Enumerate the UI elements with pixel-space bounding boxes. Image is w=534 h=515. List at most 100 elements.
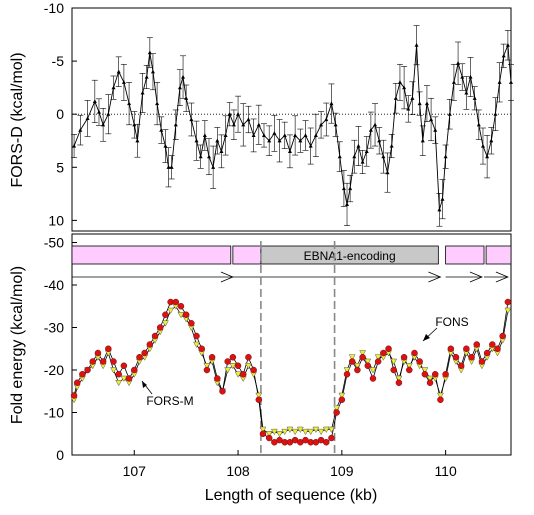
fons-point [338,396,346,403]
gene-box [71,245,232,265]
fors-d-point [341,186,346,191]
fons-point [483,349,491,357]
fons-point [131,366,138,374]
fons-point [203,366,211,374]
fons-point [110,358,117,365]
fors-d-point [460,74,465,79]
fors-m-point [437,392,444,400]
fors-m-point [317,428,325,436]
fors-m-point [245,363,252,370]
fors-d-point [406,106,411,111]
fors-d-point [101,122,106,127]
fors-d-point [443,154,448,159]
fons-point [214,375,221,382]
fors-m-point [390,358,398,366]
fors-m-point [229,363,237,370]
fors-m-point [255,392,263,400]
fors-m-point [296,426,304,434]
fors-d-point [267,138,272,143]
fors-d-point [417,101,422,106]
fors-d-point [497,80,502,84]
fors-d-point [303,133,308,138]
fons-point [182,311,190,318]
fons-point [411,349,418,357]
fors-m-point [167,307,175,315]
fons-point [343,371,351,378]
fors-d-point [313,133,318,138]
fons-point [442,371,449,378]
fons-point [255,396,263,403]
fors-d-point [177,85,182,90]
fors-d-point [319,122,324,127]
bottom-y-tick-label: -30 [44,320,64,336]
fors-d-point [272,131,277,135]
fons-point [380,349,387,357]
fors-d-point [215,138,220,143]
fors-d-point [116,69,121,74]
fons-point [162,311,169,318]
x-tick-label: 108 [226,463,250,479]
fors-d-point [184,96,189,100]
fors-d-point [159,127,164,132]
fons-point [489,341,496,348]
fons-point [141,349,148,357]
fons-point [136,354,143,361]
fors-d-point [147,50,152,55]
fons-point [229,354,237,361]
fors-m-point [426,375,434,383]
fors-m-point [224,367,232,374]
fors-d-point [377,138,382,143]
fors-d-point [85,116,90,121]
fons-point [468,354,475,361]
fors-d-point [261,133,266,138]
fors-d-point [410,96,415,100]
fons-point [219,388,226,395]
fors-d-point [337,154,342,159]
fons-pointer-head [423,334,430,341]
fors-d-point [485,154,490,159]
fons-annotation: FONS [435,315,468,329]
fors-m-point [359,350,367,357]
fons-point [447,345,455,352]
fors-d-point [476,122,481,127]
fors-m-point [333,405,341,412]
fors-m-point [369,367,377,374]
fors-m-point [265,431,273,438]
bottom-y-tick-label: -40 [44,277,64,293]
fors-m-point [286,426,294,434]
fons-point [499,332,506,340]
fons-point [70,392,78,399]
fors-d-point [241,122,246,127]
fors-d-point [389,143,394,148]
gene-boxes: EBNA1-encoding [71,245,512,265]
fors-d-point [373,122,378,127]
fons-point [406,366,413,374]
fors-d-point [251,133,256,138]
fors-d-point [464,90,469,95]
fors-m-series-points [70,303,512,438]
fors-d-point [169,165,174,169]
fors-d-point [211,165,216,169]
fons-point [478,358,486,365]
fors-d-point [219,149,224,153]
bottom-y-axis-ticks: -50 -40 -30 -20 -10 0 [44,235,77,463]
fors-d-point [468,74,473,79]
fors-d-point [246,117,251,122]
fons-point [125,375,133,382]
fors-m-point [322,426,330,434]
fons-point [151,332,159,340]
fons-point [374,358,382,365]
fons-point [245,354,252,361]
fons-point [73,379,81,386]
series-annotations: FORS-M FONS [141,315,469,408]
fors-d-point [236,111,241,116]
fors-d-point [121,80,126,84]
fors-d-point [509,80,513,84]
top-y-tick-label: 10 [48,212,64,228]
fors-d-point [447,111,452,116]
fors-d-point [308,143,313,148]
fors-d-point [206,154,211,159]
fors-d-point [181,74,186,79]
fors-d-point [456,61,461,65]
